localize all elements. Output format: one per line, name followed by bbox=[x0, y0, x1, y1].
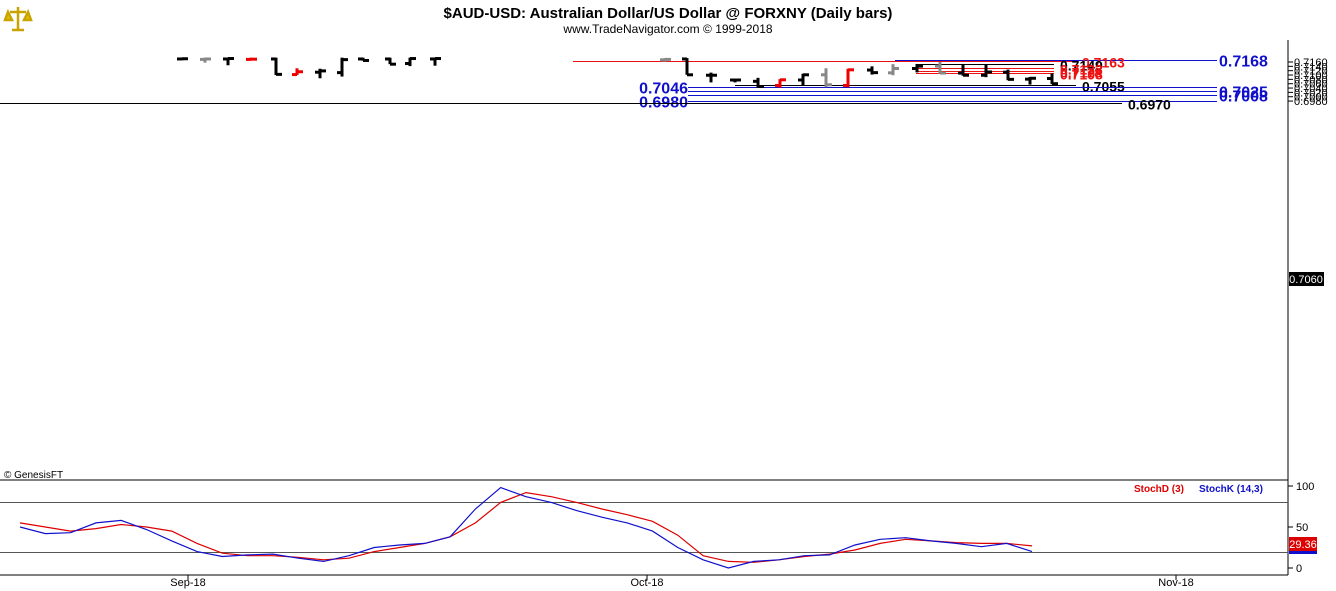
price-bar bbox=[935, 62, 946, 75]
price-bar bbox=[246, 57, 257, 61]
price-tick-label: 0.7140 bbox=[1294, 61, 1328, 73]
price-tick-label: 0.7040 bbox=[1294, 83, 1328, 95]
price-bar bbox=[430, 57, 441, 66]
price-level-label: 0.7133 bbox=[1060, 62, 1103, 78]
price-tick-label: 0.7000 bbox=[1294, 92, 1328, 104]
stoch-last-value-badge: 29.36 bbox=[1289, 537, 1317, 554]
stoch-d-legend: StochD (3) bbox=[1134, 484, 1184, 495]
date-tick-label: Oct-18 bbox=[630, 577, 663, 589]
price-bar bbox=[177, 57, 188, 61]
date-tick-label: Sep-18 bbox=[170, 577, 205, 589]
price-bar bbox=[292, 68, 303, 77]
stoch-d-line bbox=[19, 491, 1033, 563]
watermark-label: © GenesisFT bbox=[4, 470, 63, 481]
stoch-last-value-label: 29.36 bbox=[1289, 539, 1317, 551]
price-bar bbox=[888, 64, 899, 76]
price-bar bbox=[706, 72, 717, 83]
price-tick-label: 0.7060 bbox=[1294, 79, 1328, 91]
price-level-label: 0.7168 bbox=[1219, 54, 1268, 71]
price-bar bbox=[358, 57, 369, 62]
price-level-label: 0.7008 bbox=[1219, 89, 1268, 106]
price-level-label: 0.7118 bbox=[1060, 65, 1102, 81]
price-bar bbox=[223, 57, 234, 66]
price-tick-label: 0.7120 bbox=[1294, 66, 1328, 78]
price-bar bbox=[798, 73, 809, 86]
price-bar bbox=[385, 57, 396, 66]
price-bar bbox=[200, 57, 211, 63]
price-bar bbox=[1047, 73, 1058, 86]
price-axis-ticks: 0.71600.71400.71200.71000.70800.70600.70… bbox=[1288, 57, 1328, 108]
stoch-tick-label: 50 bbox=[1296, 522, 1308, 534]
price-bar bbox=[843, 68, 854, 88]
price-bar bbox=[271, 57, 282, 76]
price-tick-label: 0.7160 bbox=[1294, 57, 1328, 69]
chart-title: $AUD-USD: Australian Dollar/US Dollar @ … bbox=[444, 5, 893, 22]
chart-subtitle: www.TradeNavigator.com © 1999-2018 bbox=[562, 22, 772, 36]
stoch-k-legend: StochK (14,3) bbox=[1199, 484, 1263, 495]
date-axis-ticks: Sep-18 Oct-18 Nov-18 bbox=[170, 575, 1194, 589]
price-tick-label: 0.7100 bbox=[1294, 70, 1328, 82]
stoch-tick-label: 100 bbox=[1296, 481, 1314, 493]
last-price-badge: 0.7060 bbox=[1289, 272, 1324, 286]
logo-icon bbox=[3, 4, 33, 34]
price-level-label: 0.7025 bbox=[1219, 85, 1268, 102]
price-bar bbox=[867, 66, 878, 75]
price-bar bbox=[981, 64, 992, 78]
price-level-label: 0.7108 bbox=[1060, 67, 1103, 83]
price-bar bbox=[775, 78, 786, 88]
stoch-k-line bbox=[19, 486, 1033, 569]
price-level-label: 0.6970 bbox=[1128, 97, 1171, 113]
price-bar bbox=[682, 57, 693, 77]
price-level-label: 0.7149 bbox=[1060, 58, 1103, 74]
price-bar bbox=[730, 78, 741, 83]
stochastic-reference-lines bbox=[0, 502, 1288, 553]
price-tick-label: 0.7020 bbox=[1294, 87, 1328, 99]
price-levels: 0.71680.71630.71490.71330.71180.71080.70… bbox=[0, 54, 1268, 113]
date-tick-label: Nov-18 bbox=[1158, 577, 1193, 589]
price-bar bbox=[405, 57, 416, 67]
price-level-label: 0.7055 bbox=[1082, 79, 1125, 95]
price-bar bbox=[315, 68, 326, 79]
price-bar bbox=[1025, 76, 1036, 85]
price-bar bbox=[821, 68, 832, 88]
price-tick-label: 0.6980 bbox=[1294, 96, 1328, 108]
price-level-label: 0.7163 bbox=[1082, 55, 1125, 71]
price-bar bbox=[1003, 69, 1014, 81]
stoch-tick-label: 0 bbox=[1296, 563, 1302, 575]
price-bar bbox=[660, 57, 671, 62]
price-tick-label: 0.7080 bbox=[1294, 74, 1328, 86]
price-bar bbox=[337, 57, 348, 77]
price-bar bbox=[912, 63, 923, 73]
price-bars bbox=[177, 57, 1058, 89]
price-level-label: 0.7046 bbox=[639, 81, 688, 98]
price-bar bbox=[958, 63, 969, 77]
stochastic-axis-ticks: 100 50 0 bbox=[1288, 481, 1314, 575]
last-price-label: 0.7060 bbox=[1289, 274, 1323, 286]
price-bar bbox=[753, 77, 764, 89]
